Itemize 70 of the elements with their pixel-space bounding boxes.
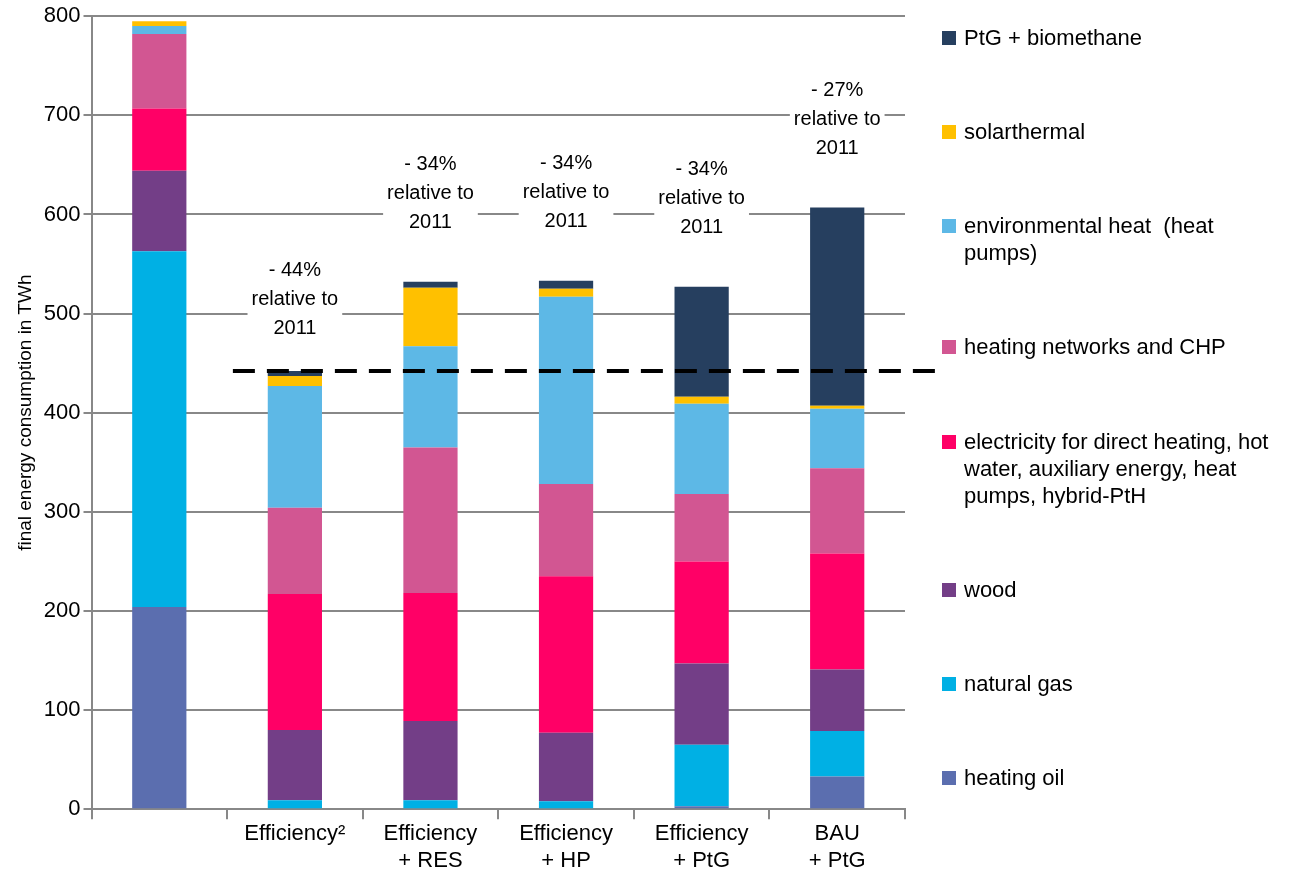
bar xyxy=(810,405,865,409)
y-axis-title: final energy consumption in TWh xyxy=(13,274,35,551)
y-tick-label: 0 xyxy=(68,795,81,821)
bar xyxy=(810,553,865,670)
bar xyxy=(403,593,458,721)
bar xyxy=(403,800,458,809)
bar xyxy=(538,732,594,802)
bar xyxy=(674,663,729,745)
bar xyxy=(132,26,187,35)
bar xyxy=(403,281,458,288)
bar xyxy=(674,561,729,664)
legend-label: electricity for direct heating, hot water, auxiliary energy, heat pumps, hybrid-PtH xyxy=(964,427,1270,509)
bar xyxy=(132,251,187,607)
y-tick-label: 500 xyxy=(43,299,81,325)
bar xyxy=(267,594,322,730)
bar xyxy=(403,720,458,801)
bar xyxy=(810,408,865,469)
legend-label: solarthermal xyxy=(964,118,1086,146)
bar xyxy=(267,507,322,595)
y-tick-label: 200 xyxy=(43,597,81,623)
x-tick-label: BAU + PtG xyxy=(808,820,866,872)
bar xyxy=(267,376,322,386)
bar xyxy=(132,21,187,27)
annotation: - 34% relative to 2011 xyxy=(522,151,610,232)
x-tick-label: Efficiency + RES xyxy=(383,820,478,872)
x-tick-label: Efficiency² xyxy=(244,820,346,846)
legend-label: heating networks and CHP xyxy=(964,333,1226,361)
annotation: - 34% relative to 2011 xyxy=(387,152,474,233)
bar xyxy=(132,170,187,252)
y-tick-label: 600 xyxy=(43,200,81,226)
bar xyxy=(538,280,594,289)
bar xyxy=(674,396,729,404)
bar xyxy=(403,447,458,594)
bar xyxy=(538,288,594,297)
bar xyxy=(810,207,865,406)
bar xyxy=(403,346,458,448)
bar xyxy=(267,729,322,801)
legend-label: natural gas xyxy=(964,669,1073,697)
bar xyxy=(132,606,187,809)
annotation: - 44% relative to 2011 xyxy=(251,257,339,338)
x-tick-label: Efficiency + HP xyxy=(519,820,613,872)
bar xyxy=(810,776,865,809)
bar xyxy=(810,669,865,731)
legend-label: PtG + biomethane xyxy=(964,24,1142,51)
bar xyxy=(267,385,322,508)
y-tick-label: 300 xyxy=(43,497,81,523)
legend-label: environmental heat (heat pumps) xyxy=(964,212,1215,267)
annotation: - 27% relative to 2011 xyxy=(793,78,881,159)
y-tick-label: 700 xyxy=(43,101,81,127)
bar xyxy=(674,403,729,494)
y-tick-label: 800 xyxy=(43,2,81,28)
bar xyxy=(674,493,729,562)
bar xyxy=(674,286,729,397)
bar xyxy=(538,484,594,577)
bar xyxy=(810,468,865,554)
bar xyxy=(674,744,729,807)
y-tick-label: 400 xyxy=(43,398,81,424)
bar xyxy=(810,730,865,777)
bar xyxy=(403,287,458,347)
legend-label: wood xyxy=(964,575,1017,603)
bar xyxy=(132,34,187,109)
bar xyxy=(538,296,594,485)
x-tick-label: Efficiency + PtG xyxy=(654,820,749,872)
annotation: - 34% relative to 2011 xyxy=(658,157,745,238)
legend-label: heating oil xyxy=(964,764,1065,791)
bar xyxy=(267,800,322,809)
y-tick-label: 100 xyxy=(43,696,81,722)
bar xyxy=(132,108,187,171)
bar xyxy=(538,576,594,733)
bar xyxy=(538,801,594,809)
